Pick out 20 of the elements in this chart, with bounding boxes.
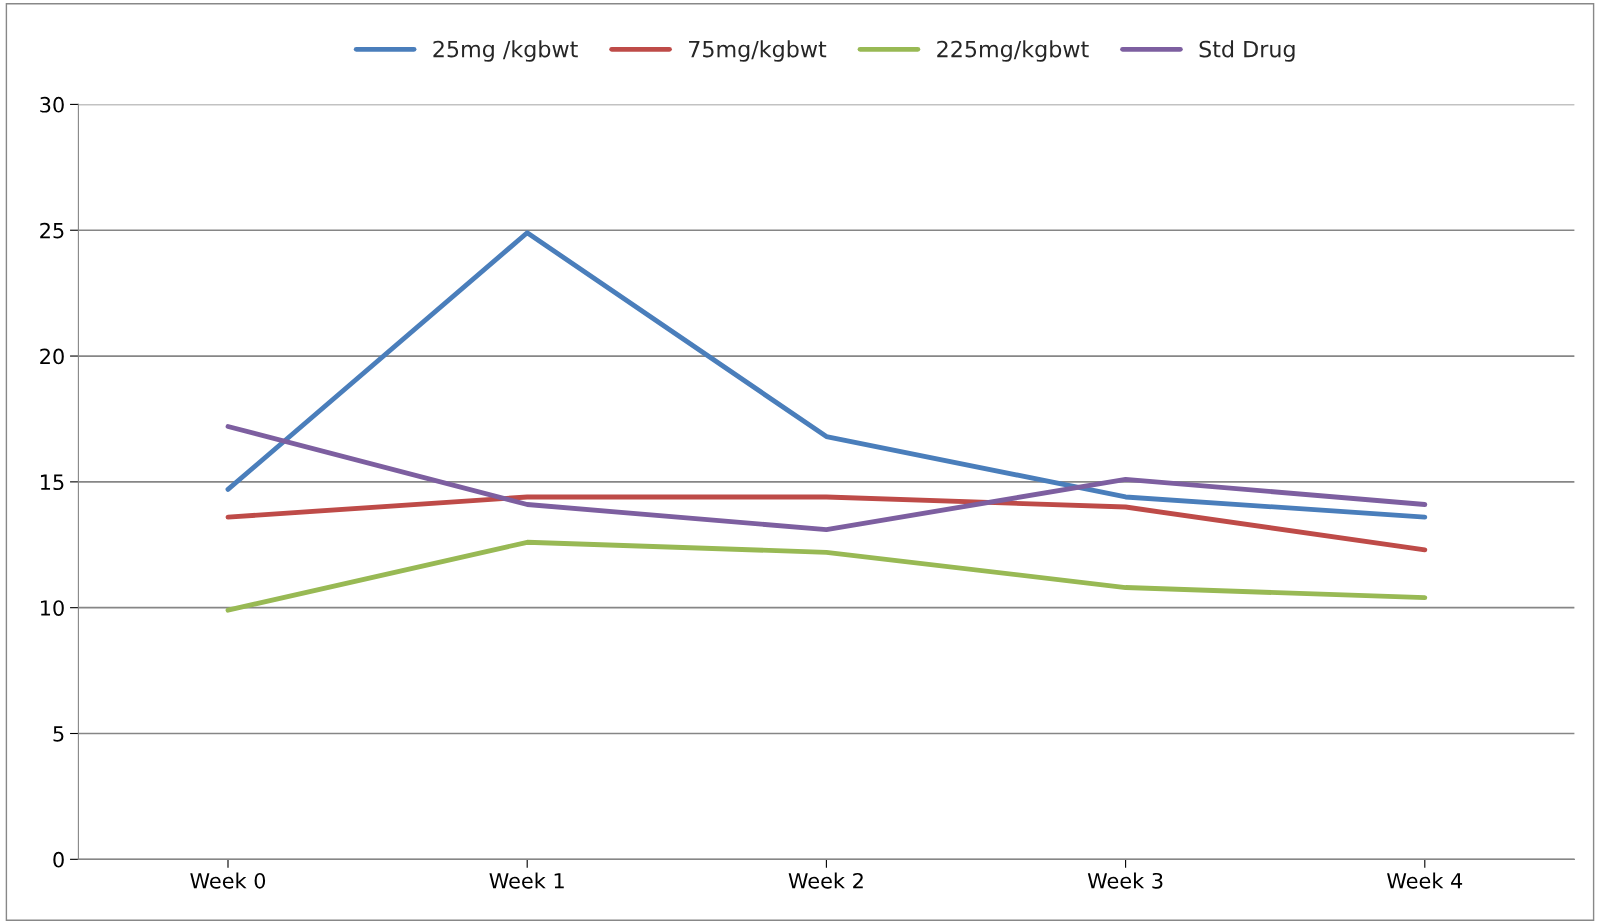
y-tick-label: 0 xyxy=(53,851,64,868)
x-tick-label: Week 2 xyxy=(788,872,863,889)
x-tick-label: Week 4 xyxy=(1387,872,1463,889)
y-tick-label: 30 xyxy=(40,96,64,113)
legend-label: 225mg/kgbwt xyxy=(937,40,1089,62)
y-tick-label: 20 xyxy=(40,348,64,365)
y-tick-label: 10 xyxy=(40,600,64,616)
line-series xyxy=(225,494,1428,553)
legend-label: Std Drug xyxy=(1199,40,1295,62)
x-tick-label: Week 0 xyxy=(190,872,266,889)
y-tick-label: 5 xyxy=(53,726,64,742)
y-tick-label: 25 xyxy=(40,222,64,239)
line-series xyxy=(225,424,1428,533)
legend-label: 25mg /kgbwt xyxy=(433,40,578,62)
line-series xyxy=(225,539,1428,613)
line-series xyxy=(225,230,1428,520)
y-tick-label: 15 xyxy=(40,474,64,491)
legend-label: 75mg/kgbwt xyxy=(689,40,827,62)
x-tick-label: Week 1 xyxy=(489,872,564,889)
x-tick-label: Week 3 xyxy=(1087,872,1163,889)
